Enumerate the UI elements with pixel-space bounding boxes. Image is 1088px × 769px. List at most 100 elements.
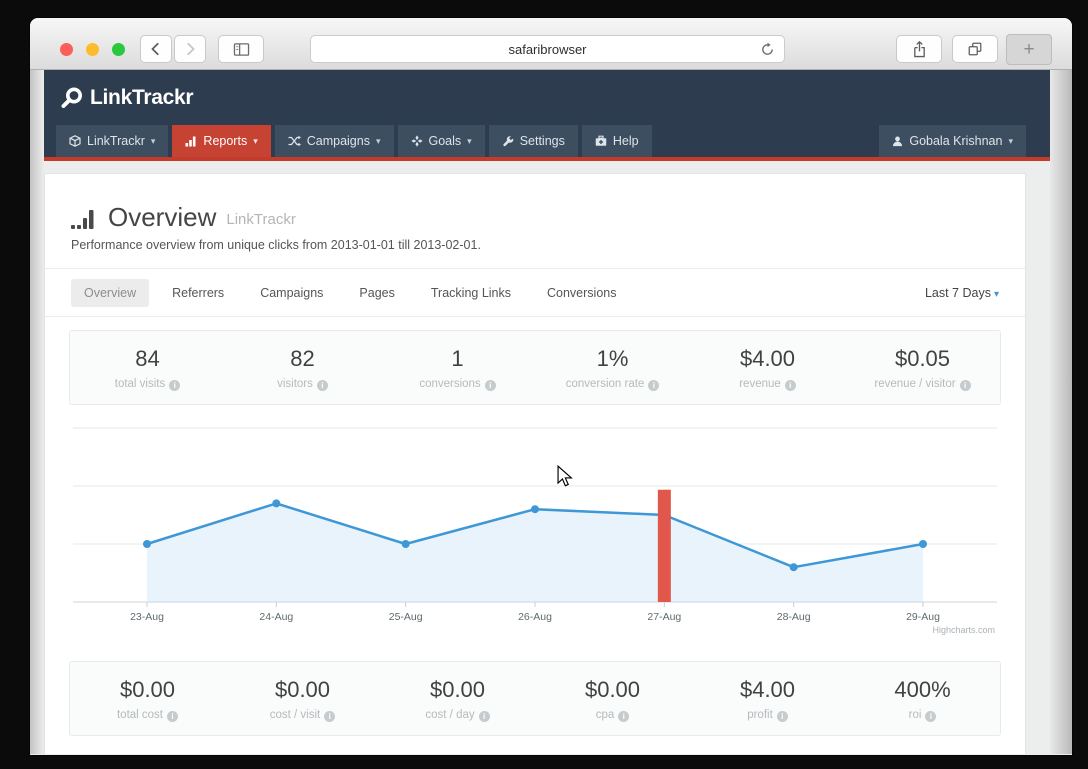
nav-item-goals[interactable]: Goals ▾: [397, 125, 485, 157]
nav-accent-strip: [44, 157, 1050, 161]
chevron-right-icon: [187, 42, 195, 56]
address-bar[interactable]: safaribrowser: [310, 35, 785, 63]
user-menu[interactable]: Gobala Krishnan ▾: [879, 125, 1026, 157]
info-icon[interactable]: i: [484, 380, 496, 391]
info-icon[interactable]: i: [784, 380, 796, 391]
caret-down-icon: ▾: [253, 135, 258, 146]
stat-total-cost: $0.00 total cost i: [70, 677, 225, 722]
caret-down-icon: ▾: [375, 135, 381, 146]
data-point: [919, 540, 927, 548]
window-edge-left: [30, 70, 44, 754]
sidebar-toggle-button[interactable]: [218, 35, 264, 63]
stat-conversion-rate: 1% conversion rate i: [535, 346, 690, 391]
data-point: [143, 540, 151, 548]
stat-conversions: 1 conversions i: [380, 346, 535, 391]
info-icon[interactable]: i: [776, 711, 788, 722]
reload-button[interactable]: [760, 42, 775, 60]
tab-overview[interactable]: Overview: [71, 279, 150, 307]
forward-button[interactable]: [174, 35, 206, 63]
column-series-conversions: [657, 489, 671, 602]
linktrackr-page: LinkTrackr LinkTrackr ▾: [44, 70, 1050, 754]
report-bars-icon: [71, 210, 94, 229]
caret-down-icon: ▾: [993, 289, 999, 300]
nav-item-linktrackr[interactable]: LinkTrackr ▾: [56, 125, 169, 157]
nav-item-campaigns[interactable]: Campaigns ▾: [274, 125, 394, 157]
stats-panel-bottom: $0.00 total cost i $0.00 cost / visit i $0…: [69, 661, 1001, 736]
linktrackr-logo[interactable]: LinkTrackr: [60, 85, 194, 110]
plus-icon: +: [1023, 38, 1035, 60]
x-axis-label: 28-Aug: [777, 611, 811, 623]
linktrackr-logo-icon: [61, 87, 82, 108]
reload-icon: [762, 42, 773, 55]
page-subtitle: Performance overview from unique clicks …: [71, 238, 481, 252]
user-name: Gobala Krishnan: [909, 134, 1003, 148]
package-icon: [69, 135, 81, 147]
data-point: [789, 563, 798, 572]
report-header: Overview LinkTrackr Performance overview…: [45, 174, 1025, 269]
share-icon: [913, 40, 925, 57]
stat-cpa: $0.00 cpa i: [584, 677, 641, 722]
x-axis-label: 25-Aug: [389, 611, 423, 623]
info-icon[interactable]: i: [478, 711, 490, 722]
info-icon[interactable]: i: [618, 711, 630, 722]
date-range-selector[interactable]: Last 7 Days ▾: [924, 286, 999, 300]
minimize-window-button[interactable]: [86, 43, 99, 56]
stat-revenue-per-visitor: $0.05 revenue / visitor i: [845, 346, 1000, 391]
share-button[interactable]: [896, 35, 942, 63]
caret-down-icon: ▾: [1008, 135, 1013, 146]
page-viewport: LinkTrackr LinkTrackr ▾: [30, 70, 1072, 754]
stat-roi: 400% roi i: [894, 677, 951, 722]
page-title-suffix: LinkTrackr: [226, 211, 296, 228]
tabs-overview-icon: [968, 42, 982, 56]
wrench-icon: [503, 136, 513, 147]
nav-item-settings[interactable]: Settings: [488, 125, 578, 157]
zoom-window-button[interactable]: [112, 43, 125, 56]
logo-text: LinkTrackr: [90, 85, 194, 109]
stat-revenue: $4.00 revenue i: [739, 346, 796, 391]
back-button[interactable]: [140, 35, 172, 63]
stat-cost-per-day: $0.00 cost / day i: [380, 677, 535, 722]
chart-credit: Highcharts.com: [932, 625, 995, 635]
info-icon[interactable]: i: [324, 711, 336, 722]
x-axis-label: 26-Aug: [518, 611, 552, 623]
show-tabs-button[interactable]: [952, 35, 998, 63]
bar-chart-icon: [185, 136, 196, 147]
tab-tracking-links[interactable]: Tracking Links: [430, 286, 511, 300]
window-edge-right: [1050, 70, 1072, 754]
info-icon[interactable]: i: [167, 711, 179, 722]
info-icon[interactable]: i: [169, 380, 181, 391]
data-point: [401, 540, 410, 548]
site-header: LinkTrackr: [44, 70, 1050, 125]
visits-chart-svg: 23-Aug 24-Aug 25-Aug 26-Aug 27-Aug 28-Aug 29-A…: [73, 427, 997, 635]
x-axis-label: 23-Aug: [130, 611, 164, 623]
tab-campaigns[interactable]: Campaigns: [260, 286, 324, 300]
stat-total-visits: 84 total visits i: [70, 346, 225, 391]
page-title: Overview: [108, 202, 217, 232]
browser-toolbar: safaribrowser +: [30, 18, 1072, 70]
info-icon[interactable]: i: [648, 380, 660, 391]
report-card: Overview LinkTrackr Performance overview…: [44, 173, 1026, 754]
stats-panel-top: 84 total visits i 82 visitors i 1 conversi…: [69, 330, 1001, 405]
tab-referrers[interactable]: Referrers: [172, 286, 225, 300]
medkit-icon: [595, 135, 607, 146]
data-point: [272, 499, 281, 508]
shuffle-icon: [288, 135, 301, 147]
stat-profit: $4.00 profit i: [739, 677, 796, 722]
info-icon[interactable]: i: [316, 380, 328, 391]
info-icon[interactable]: i: [925, 711, 937, 722]
visits-chart: 23-Aug 24-Aug 25-Aug 26-Aug 27-Aug 28-Aug 29-A…: [69, 409, 1001, 653]
tab-pages[interactable]: Pages: [359, 286, 395, 300]
caret-down-icon: ▾: [467, 135, 472, 146]
nav-item-reports[interactable]: Reports ▾: [172, 125, 271, 157]
x-axis-label: 27-Aug: [647, 611, 681, 623]
close-window-button[interactable]: [60, 43, 73, 56]
nav-item-help[interactable]: Help: [581, 125, 652, 157]
x-axis-label: 24-Aug: [259, 611, 293, 623]
tab-conversions[interactable]: Conversions: [547, 286, 617, 300]
goals-compass-icon: [410, 135, 423, 147]
area-fill: [147, 503, 923, 602]
main-navbar: LinkTrackr ▾ Reports ▾: [44, 125, 1050, 157]
x-axis-label: 29-Aug: [906, 611, 940, 623]
new-tab-button[interactable]: +: [1006, 34, 1052, 65]
info-icon[interactable]: i: [959, 380, 971, 391]
